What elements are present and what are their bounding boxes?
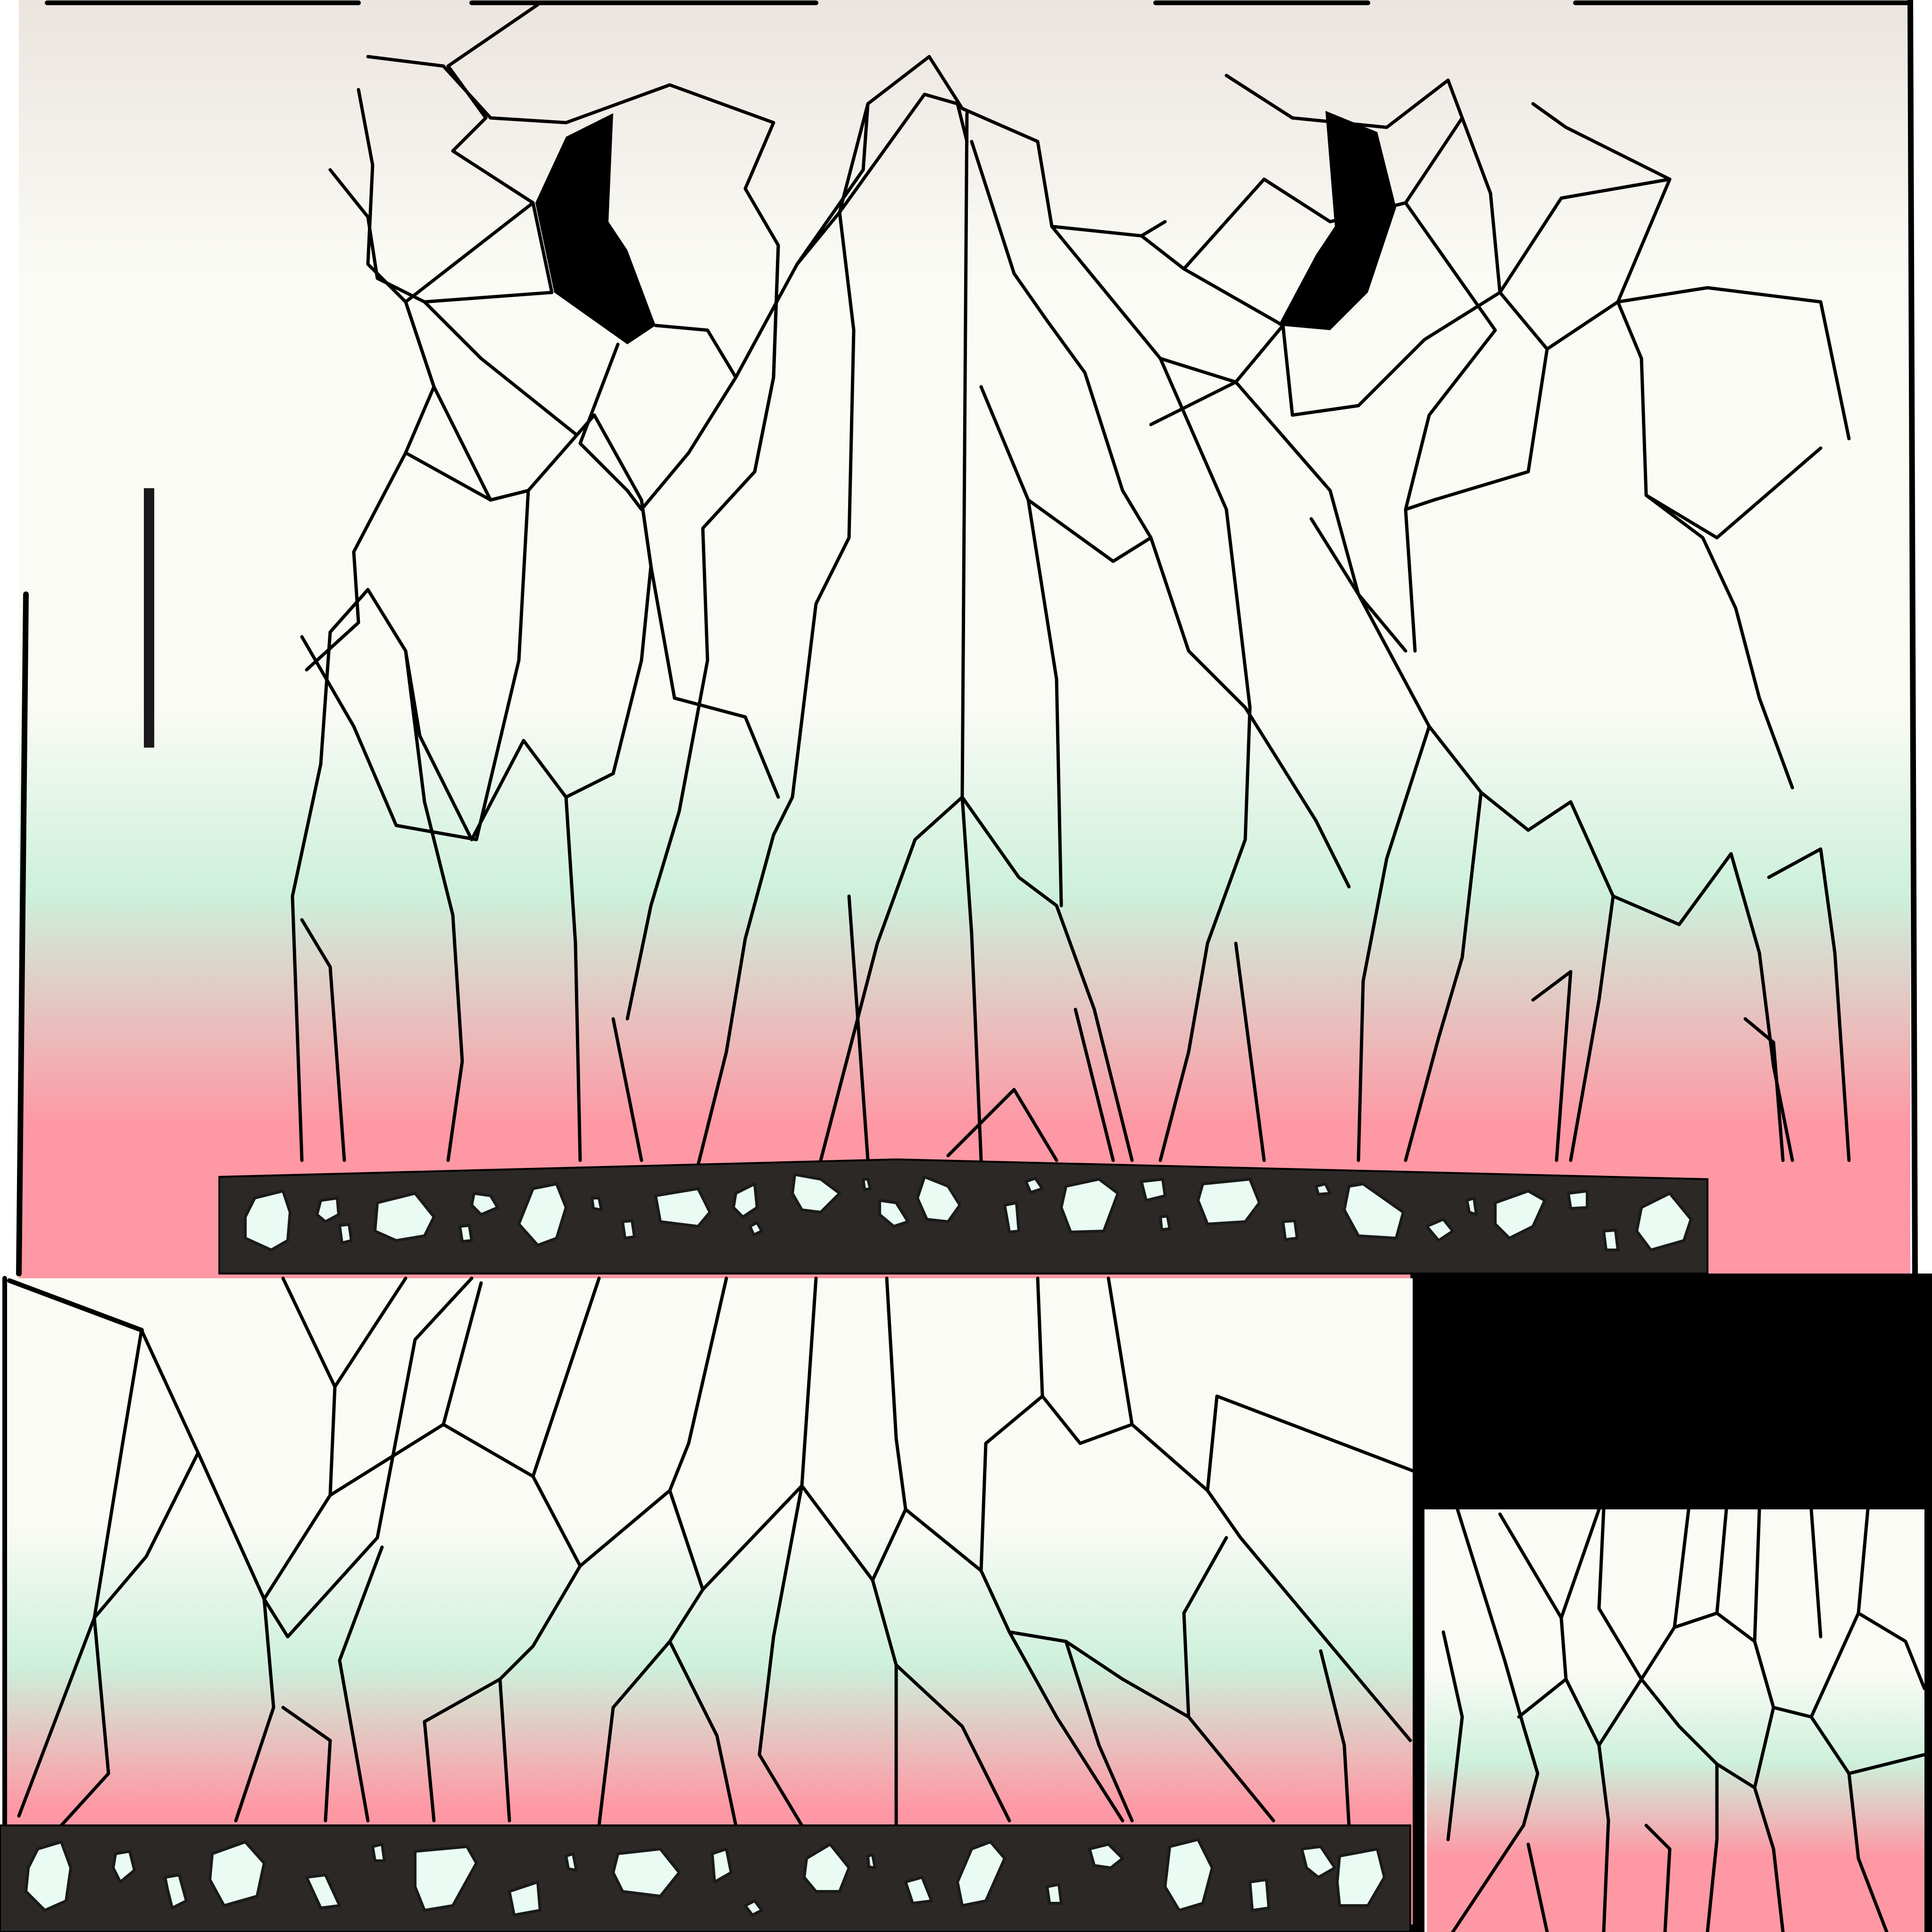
- torso-inner-stripe: [144, 488, 154, 748]
- sash-gem: [1567, 1190, 1589, 1210]
- sash-gem: [749, 1221, 763, 1236]
- sash-gem: [1466, 1197, 1478, 1216]
- sash-gem: [374, 1192, 435, 1242]
- sash-gem: [1046, 1883, 1063, 1905]
- sash-gem: [1425, 1218, 1454, 1242]
- sash-gem: [414, 1845, 478, 1912]
- torso-panel: [16, 0, 1918, 1278]
- sash-gem: [1140, 1178, 1166, 1202]
- sash-gem: [371, 1843, 386, 1862]
- sash-gem: [517, 1183, 567, 1247]
- lower-right-panel: [1427, 1507, 1926, 1932]
- sash-gem: [25, 1840, 72, 1912]
- sash-gem: [878, 1199, 909, 1228]
- sash-gem: [1494, 1190, 1546, 1240]
- sash-gem: [164, 1874, 188, 1909]
- lower-left-gradient-background: [5, 1278, 1413, 1924]
- sash-gem: [711, 1848, 733, 1883]
- sash-gem: [621, 1219, 636, 1240]
- sash-gem: [1343, 1183, 1405, 1240]
- sash-gem: [916, 1175, 961, 1223]
- sash-gem: [591, 1197, 603, 1211]
- lower-left-panel: [0, 1276, 1417, 1932]
- sash-gem: [458, 1224, 473, 1243]
- lower-left-sash-gems: [25, 1838, 1386, 1916]
- torso-sash-band: [218, 1158, 1708, 1274]
- left-wing-eye: [535, 113, 656, 344]
- sash-gem: [112, 1850, 136, 1883]
- sash-gem: [1159, 1215, 1171, 1231]
- sash-gem: [1249, 1878, 1270, 1912]
- sash-gem: [1635, 1192, 1692, 1251]
- sash-gem: [305, 1874, 341, 1909]
- sash-gem: [654, 1187, 711, 1228]
- torso-right-border: [1907, 0, 1918, 1276]
- torso-wing-veins: [291, 3, 1851, 1167]
- sash-gem: [1336, 1848, 1386, 1907]
- lower-left-border: [2, 1276, 144, 1932]
- sash-gem: [803, 1843, 850, 1893]
- sash-gem: [1300, 1845, 1336, 1879]
- black-cutout-block: [1420, 1274, 1932, 1509]
- sash-gem: [565, 1852, 578, 1872]
- sash-gem: [508, 1881, 541, 1916]
- sash-gem: [1003, 1201, 1020, 1233]
- sash-gem: [744, 1899, 763, 1916]
- sash-gem: [1060, 1178, 1119, 1233]
- sash-gem: [338, 1223, 353, 1244]
- sash-gem: [1024, 1177, 1044, 1194]
- black-cutout-right-edge: [1924, 1274, 1932, 1932]
- sash-gem: [956, 1840, 1006, 1907]
- sash-gem: [244, 1190, 291, 1251]
- sash-gem: [791, 1173, 841, 1214]
- sash-gem: [470, 1192, 499, 1216]
- sash-gem: [862, 1178, 872, 1191]
- sash-gem: [1282, 1219, 1299, 1241]
- lower-left-wing-veins: [17, 1276, 1417, 1889]
- sash-gem: [316, 1197, 340, 1223]
- sash-gem: [866, 1853, 876, 1869]
- sash-gem: [1602, 1229, 1619, 1251]
- sash-gem: [732, 1183, 758, 1218]
- sash-gem: [1197, 1178, 1261, 1225]
- sash-gem: [612, 1848, 681, 1898]
- sash-gem: [1088, 1843, 1124, 1869]
- sash-gem: [1315, 1183, 1332, 1196]
- sash-gem: [208, 1840, 266, 1907]
- torso-sash-gems: [244, 1173, 1692, 1251]
- sash-gem: [1164, 1838, 1214, 1912]
- sash-gem: [904, 1876, 933, 1905]
- lower-right-wing-veins: [1441, 1507, 1926, 1932]
- torso-left-border: [16, 591, 29, 1276]
